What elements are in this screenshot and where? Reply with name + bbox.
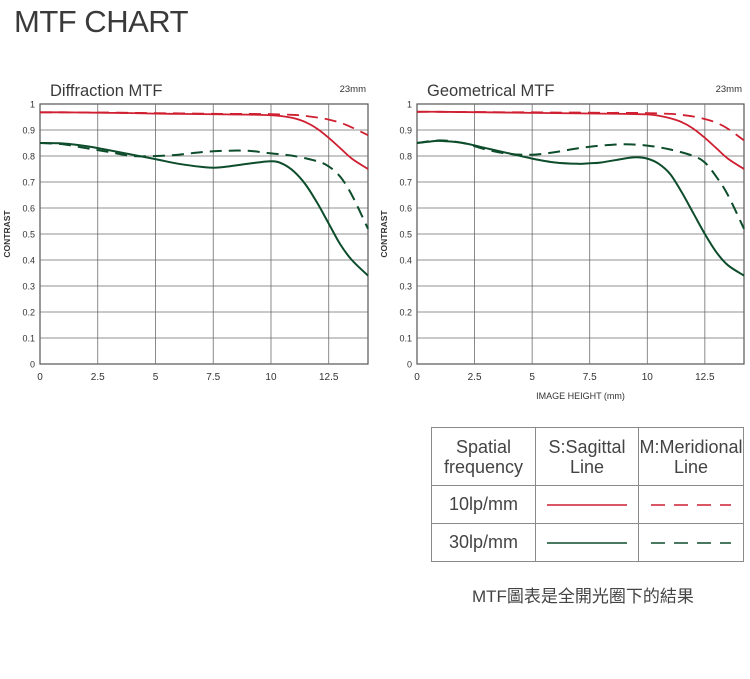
x-tick-label: 12.5 [319,372,339,383]
legend-10lp-sagittal-swatch [535,485,639,524]
y-tick-label: 0.4 [399,256,412,266]
legend-header-frequency: Spatial frequency [431,427,536,486]
legend-table: Spatial frequency S:Sagittal Line M:Meri… [431,427,744,562]
series-30lp-mm-sagittal [39,142,369,277]
y-tick-label: 0.2 [22,308,35,318]
x-tick-label: 2.5 [91,372,105,383]
x-axis-label: IMAGE HEIGHT (mm) [536,391,625,401]
series-10lp-mm-meridional [416,110,745,142]
legend-row-10lp-label: 10lp/mm [431,485,536,524]
y-axis-label: CONTRAST [379,210,389,258]
x-tick-label: 0 [414,372,420,383]
series-30lp-mm-meridional [416,139,745,230]
y-tick-label: 1 [407,100,412,110]
y-tick-label: 0.6 [22,204,35,214]
y-tick-label: 0.6 [399,204,412,214]
legend-header-sagittal: S:Sagittal Line [535,427,639,486]
y-tick-label: 0.9 [22,126,35,136]
y-tick-label: 0.8 [399,152,412,162]
series-10lp-mm-sagittal [416,110,745,170]
y-tick-label: 0.2 [399,308,412,318]
y-tick-label: 0.1 [399,334,412,344]
y-tick-label: 0.1 [22,334,35,344]
mtf-charts: 00.10.20.30.40.50.60.70.80.910 2.5 5 7.5 10 1… [2,82,745,401]
y-tick-label: 0.4 [22,256,35,266]
series-10lp-mm-meridional [39,111,369,137]
x-tick-label: 5 [153,372,159,383]
x-tick-label: 0 [37,372,43,383]
y-tick-label: 0.9 [399,126,412,136]
chart-panel-1: 00.10.20.30.40.50.60.70.80.910 2.5 5 7.5 10 1… [2,82,369,383]
series-10lp-mm-sagittal [39,111,369,170]
legend-30lp-meridional-swatch [638,523,744,562]
legend-30lp-sagittal-swatch [535,523,639,562]
chart-title: Diffraction MTF [50,82,162,100]
y-tick-label: 0 [407,360,412,370]
chart-title: Geometrical MTF [427,82,554,100]
page-title: MTF CHART [14,4,189,39]
y-tick-label: 0.7 [22,178,35,188]
legend-10lp-meridional-swatch [638,485,744,524]
y-tick-label: 0.5 [399,230,412,240]
series-30lp-mm-meridional [39,142,369,230]
legend-header-meridional: M:Meridional Line [638,427,744,486]
x-tick-label: 10 [642,372,654,383]
focal-length-label: 23mm [340,84,366,95]
y-tick-label: 0.7 [399,178,412,188]
y-tick-label: 1 [30,100,35,110]
legend-row-30lp-label: 30lp/mm [431,523,536,562]
x-tick-label: 7.5 [583,372,597,383]
footnote: MTF圖表是全開光圈下的結果 [472,587,694,606]
y-tick-label: 0.3 [22,282,35,292]
x-tick-label: 10 [265,372,277,383]
y-tick-label: 0.3 [399,282,412,292]
y-tick-label: 0.8 [22,152,35,162]
x-tick-label: 2.5 [468,372,482,383]
y-axis-label: CONTRAST [2,210,12,258]
chart-panel-2: 00.10.20.30.40.50.60.70.80.910 2.5 5 7.5 10 1… [379,82,745,401]
x-tick-label: 5 [529,372,535,383]
y-tick-label: 0 [30,360,35,370]
y-tick-label: 0.5 [22,230,35,240]
x-tick-label: 7.5 [206,372,220,383]
x-tick-label: 12.5 [695,372,715,383]
focal-length-label: 23mm [716,84,742,95]
